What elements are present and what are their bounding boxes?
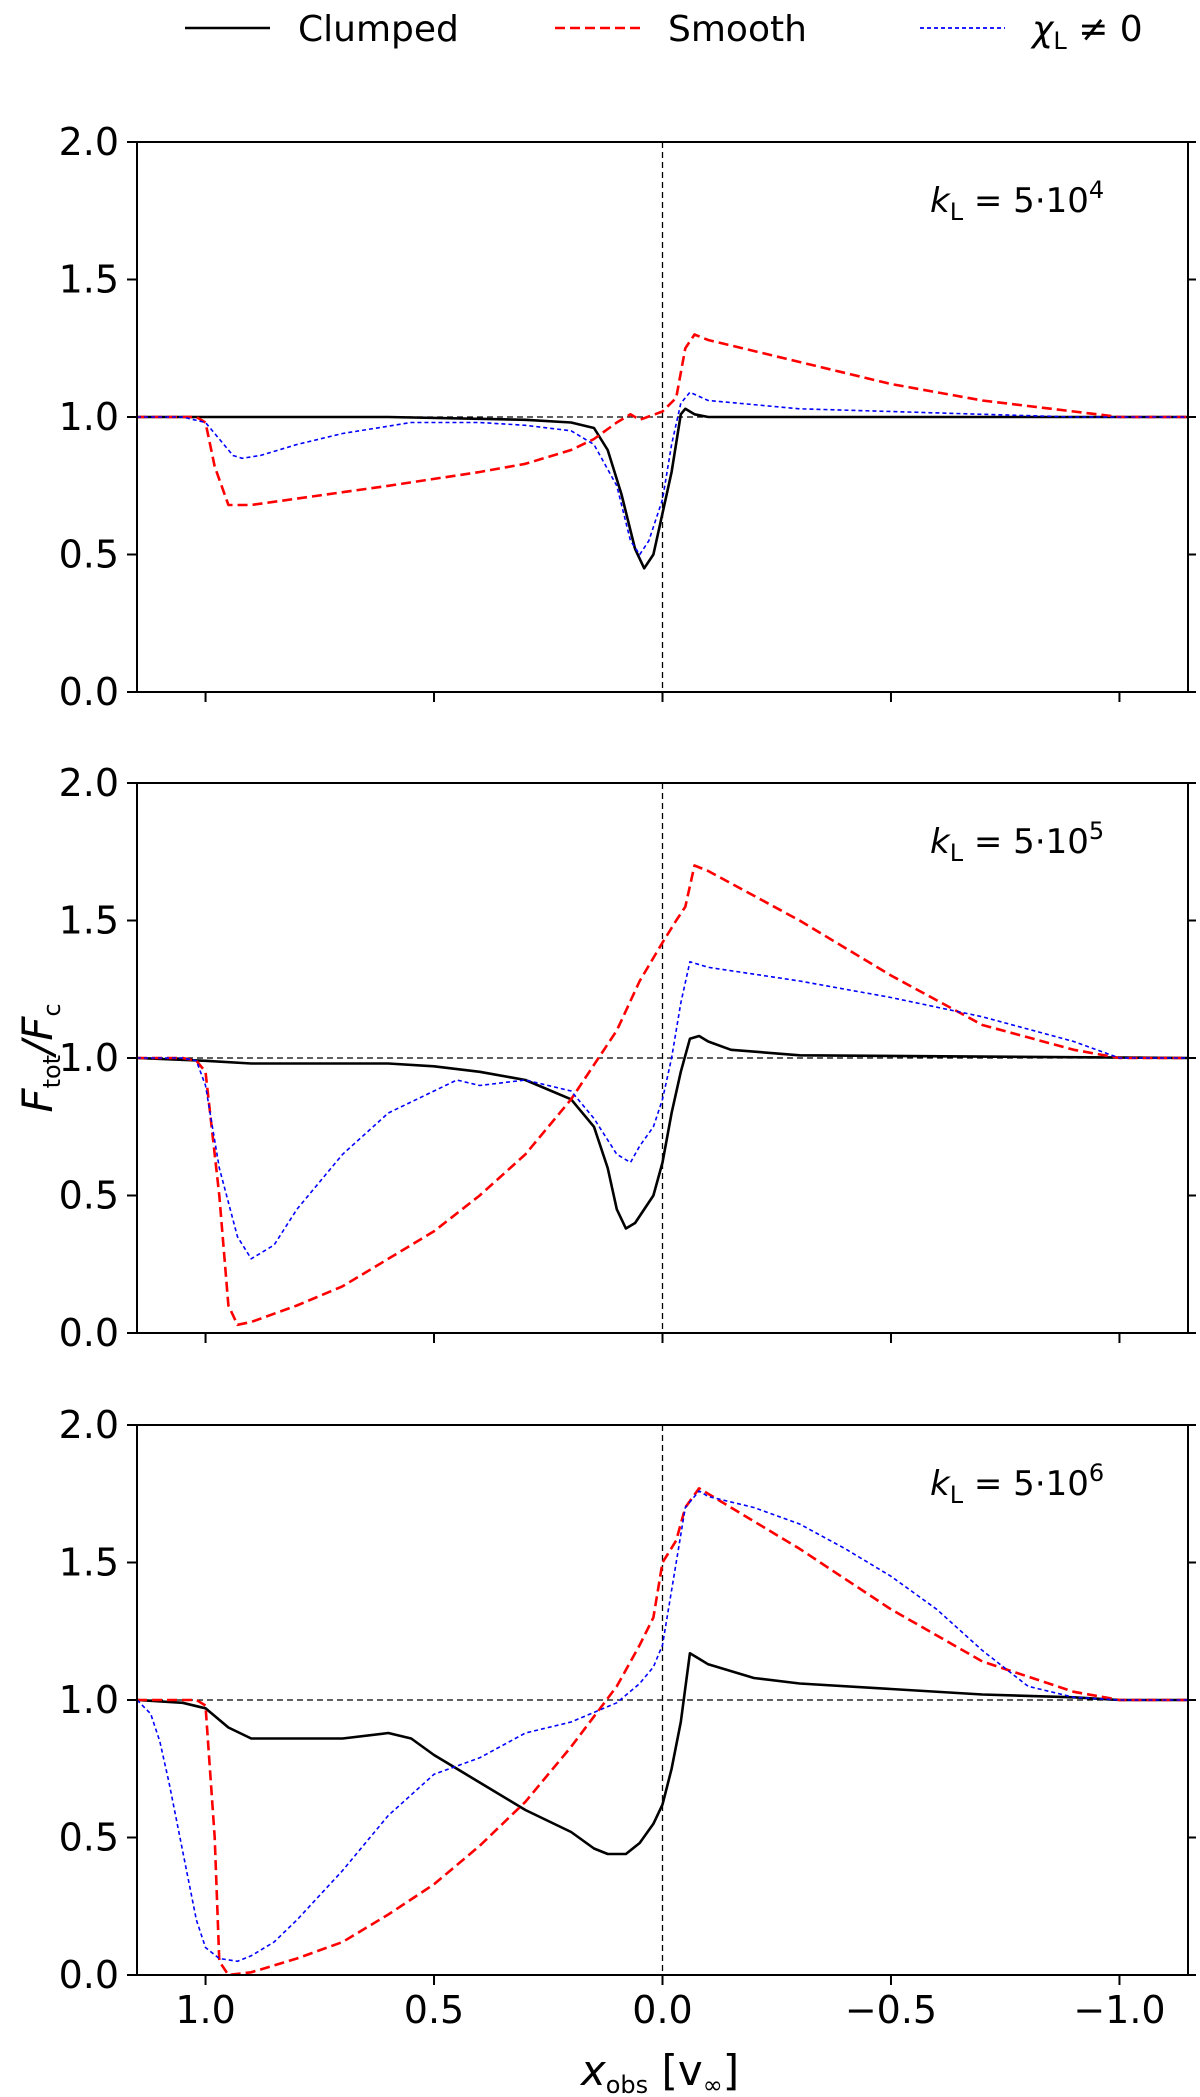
panels: 0.00.51.01.52.0kL = 5·1040.00.51.01.52.0… (59, 120, 1196, 2032)
y-tick-label: 1.0 (59, 1678, 119, 1722)
annotation-main: k (930, 822, 951, 862)
annotation-sup: 5 (1089, 817, 1104, 845)
series-line-smooth (137, 1487, 1188, 1975)
panel-annotation: kL = 5·106 (930, 1459, 1104, 1509)
annotation-sup: 4 (1089, 176, 1104, 204)
panel-1: 0.0 0.5 1.0 1.5 2.0 kL = 5·104 (59, 120, 1196, 714)
x-label-sub: obs (606, 2071, 648, 2097)
panel-2: 0.0 0.5 1.0 1.5 2.0 kL = 5·105 (59, 761, 1196, 1355)
legend-chi-sub: L (1053, 27, 1067, 55)
x-label-unit-sub: ∞ (703, 2071, 723, 2097)
y-tick-label: 0.0 (59, 670, 119, 714)
x-tick-label: −1.0 (1073, 1988, 1165, 2032)
annotation-sup: 6 (1089, 1459, 1104, 1487)
series-line-chiL (137, 960, 1188, 1260)
y-tick-label: 0.5 (59, 1816, 119, 1860)
annotation-sub: L (950, 198, 964, 226)
annotation-sub: L (950, 1481, 964, 1509)
legend-chi-rest: ≠ 0 (1067, 9, 1143, 50)
series-line-chiL (137, 1490, 1188, 1963)
y-tick-label: 0.5 (59, 1174, 119, 1218)
annotation-rest: = 5·10 (963, 181, 1089, 221)
y-tick-label: 1.5 (59, 899, 119, 943)
annotation-sub: L (950, 839, 964, 867)
panel-annotation: kL = 5·104 (930, 176, 1104, 226)
x-label-main: x (579, 2046, 607, 2095)
series-line-chiL (137, 391, 1188, 556)
panel-annotation: kL = 5·105 (930, 817, 1104, 867)
series-line-smooth (137, 864, 1188, 1327)
x-tick-label: 1.0 (175, 1988, 235, 2032)
annotation-main: k (930, 181, 951, 221)
y-tick-label: 1.0 (59, 395, 119, 439)
legend-chi-main: χ (1030, 9, 1055, 50)
annotation-rest: = 5·10 (963, 822, 1089, 862)
x-axis-label: xobs [v∞] (579, 2046, 739, 2097)
series-line-smooth (137, 333, 1188, 507)
y-tick-label: 0.0 (59, 1311, 119, 1355)
legend-label-clumped: Clumped (298, 9, 459, 50)
y-tick-label: 2.0 (59, 761, 119, 805)
y-tick-label: 2.0 (59, 120, 119, 164)
series-line-clumped (137, 1652, 1188, 1856)
y-label-slash: /F (13, 1016, 62, 1059)
series-line-clumped (137, 407, 1188, 570)
y-tick-label: 1.5 (59, 1541, 119, 1585)
legend: Clumped Smooth χL ≠ 0 (185, 9, 1143, 55)
y-tick-label: 1.0 (59, 1036, 119, 1080)
x-tick-label: −0.5 (845, 1988, 937, 2032)
panel-3: 0.0 0.5 1.0 1.5 2.0 1.0 0.5 0.0 −0.5 −1.0 kL = 5·1… (59, 1403, 1196, 2032)
y-label-main: F (13, 1088, 62, 1113)
y-tick-label: 0.0 (59, 1953, 119, 1997)
y-tick-label: 1.5 (59, 258, 119, 302)
x-tick-label: 0.0 (632, 1988, 692, 2032)
legend-label-chiL: χL ≠ 0 (1030, 9, 1143, 55)
y-label-sub: tot (38, 1055, 66, 1089)
legend-label-smooth: Smooth (668, 9, 807, 50)
x-label-rest: [v (648, 2046, 703, 2095)
y-axis-label: Ftot/Fc (13, 1003, 66, 1112)
series-line-clumped (137, 1034, 1188, 1230)
y-label-sub2: c (38, 1003, 66, 1016)
x-label-close: ] (723, 2046, 739, 2095)
x-tick-label: 0.5 (404, 1988, 464, 2032)
y-tick-label: 0.5 (59, 533, 119, 577)
annotation-rest: = 5·10 (963, 1464, 1089, 1504)
y-tick-label: 2.0 (59, 1403, 119, 1447)
annotation-main: k (930, 1464, 951, 1504)
